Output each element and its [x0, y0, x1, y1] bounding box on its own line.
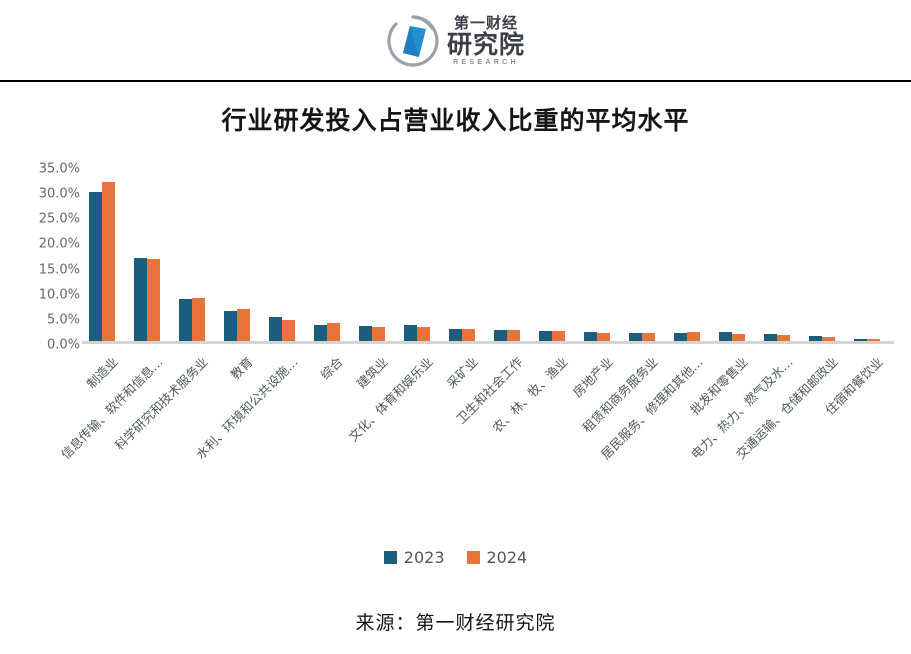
bar-2023: [134, 258, 147, 341]
chart-title: 行业研发投入占营业收入比重的平均水平: [221, 106, 690, 135]
bar-2023: [359, 326, 372, 341]
bar-2023: [854, 338, 867, 341]
x-axis-label: 建筑业: [353, 354, 391, 392]
bar-2024: [597, 332, 610, 341]
bar-2024: [147, 258, 160, 341]
bar-group: [313, 165, 341, 341]
bar-2024: [822, 336, 835, 341]
bar-group: [358, 165, 386, 341]
bar-2023: [449, 328, 462, 341]
bar-2024: [777, 334, 790, 341]
y-axis-tick: 10.0%: [38, 287, 80, 303]
bar-group: [133, 165, 161, 341]
bar-2023: [584, 331, 597, 341]
y-axis-tick: 5.0%: [46, 312, 80, 328]
y-axis-tick: 0.0%: [46, 337, 80, 353]
bar-group: [403, 165, 431, 341]
page-header: 第一财经 研究院 RESEARCH: [0, 0, 911, 82]
bar-2024: [552, 331, 565, 341]
bar-group: [268, 165, 296, 341]
bar-group: [88, 165, 116, 341]
logo-mark-icon: [386, 14, 440, 68]
bar-2023: [404, 324, 417, 341]
bar-2024: [732, 333, 745, 341]
bar-group: [808, 165, 836, 341]
bar-group: [448, 165, 476, 341]
y-axis: 35.0% 30.0% 25.0% 20.0% 15.0% 10.0% 5.0% 0.0%: [18, 160, 80, 353]
bar-2024: [462, 329, 475, 341]
bar-2024: [687, 332, 700, 341]
bar-group: [673, 165, 701, 341]
chart-plot-area: 35.0% 30.0% 25.0% 20.0% 15.0% 10.0% 5.0% 0.0%: [0, 160, 911, 360]
bar-2024: [327, 322, 340, 341]
bar-2023: [224, 311, 237, 341]
bar-group: [178, 165, 206, 341]
bar-2023: [269, 316, 282, 341]
bar-2024: [642, 333, 655, 341]
header-divider: [0, 80, 911, 82]
x-axis-label: 教育: [227, 354, 256, 383]
bar-2024: [282, 319, 295, 341]
brand-logo: 第一财经 研究院 RESEARCH: [386, 14, 525, 68]
bar-2023: [494, 329, 507, 341]
bar-group: [763, 165, 791, 341]
bar-group: [223, 165, 251, 341]
y-axis-tick: 25.0%: [38, 211, 80, 227]
bar-2024: [867, 339, 880, 341]
legend-label: 2024: [486, 548, 528, 567]
y-axis-tick: 35.0%: [38, 161, 80, 177]
x-axis-category-labels: 制造业 信息传输、软件和信息… 科学研究和技术服务业 教育 水利、环境和公共设施… 综合建…: [58, 352, 911, 532]
legend-swatch-icon: [383, 551, 397, 564]
bar-group: [628, 165, 656, 341]
source-note: 来源：第一财经研究院: [355, 612, 556, 634]
y-axis-tick: 15.0%: [38, 262, 80, 278]
bar-2024: [507, 330, 520, 341]
bar-2023: [674, 333, 687, 341]
legend-item[interactable]: 2023: [383, 548, 445, 567]
x-axis-label: 采矿业: [443, 354, 481, 392]
x-axis-label: 综合: [317, 354, 346, 383]
bar-2023: [179, 299, 192, 341]
bar-2024: [237, 308, 250, 341]
logo-line-2: 研究院: [446, 30, 525, 59]
bars-canvas: [82, 160, 901, 350]
bar-2024: [192, 298, 205, 341]
bar-group: [583, 165, 611, 341]
bar-2023: [539, 330, 552, 341]
y-axis-tick: 30.0%: [38, 186, 80, 202]
bar-group: [493, 165, 521, 341]
x-axis-baseline: [82, 341, 894, 344]
bar-2023: [719, 331, 732, 341]
bar-2024: [417, 327, 430, 341]
x-axis-label: 制造业: [83, 354, 121, 392]
legend-label: 2023: [403, 548, 445, 567]
bar-2024: [102, 181, 115, 341]
bar-2023: [89, 192, 102, 341]
logo-wordmark: 第一财经 研究院 RESEARCH: [446, 14, 525, 67]
bar-group: [538, 165, 566, 341]
bar-2023: [809, 336, 822, 341]
bar-2023: [629, 332, 642, 341]
bar-group: [853, 165, 881, 341]
legend-swatch-icon: [466, 551, 480, 564]
bar-group: [718, 165, 746, 341]
logo-line-1: 第一财经: [453, 14, 518, 32]
chart-legend: 2023 2024: [0, 548, 911, 567]
bar-2023: [314, 325, 327, 341]
legend-item[interactable]: 2024: [466, 548, 528, 567]
y-axis-tick: 20.0%: [38, 236, 80, 252]
bar-2024: [372, 327, 385, 341]
bar-2023: [764, 334, 777, 341]
logo-line-3: RESEARCH: [453, 59, 519, 66]
